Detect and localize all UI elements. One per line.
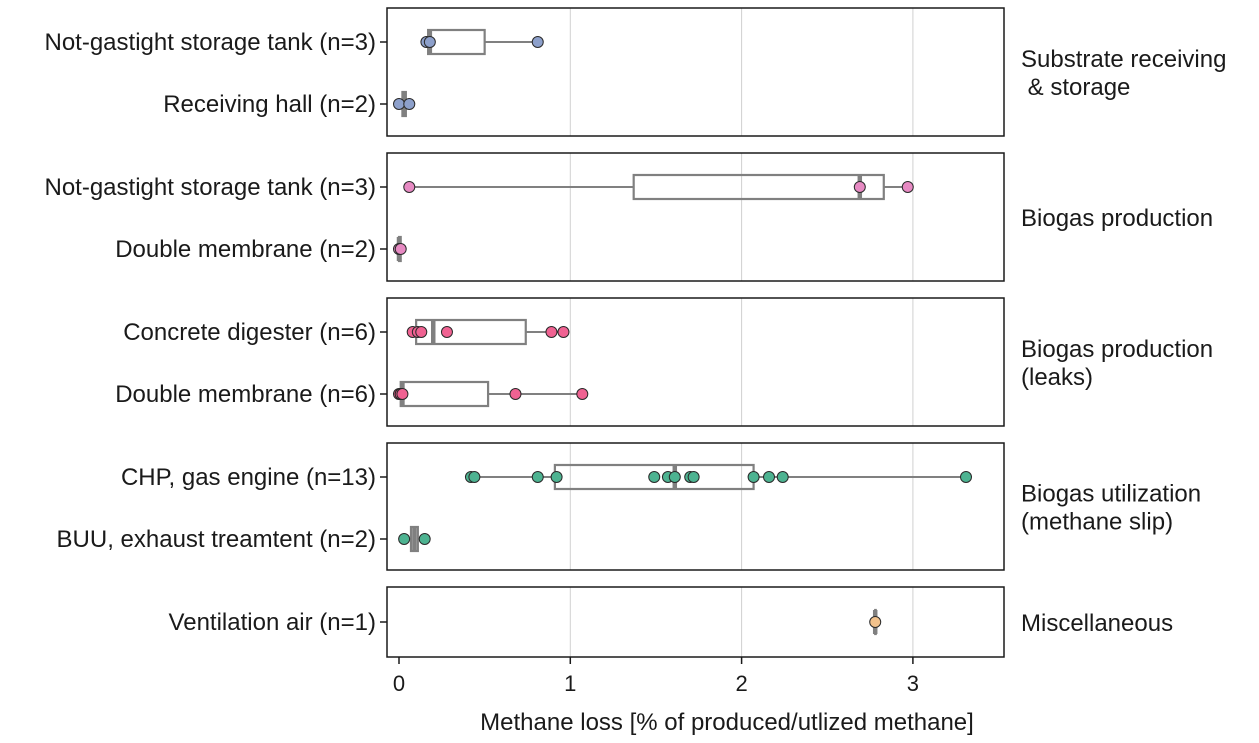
x-tick-label: 2 [735, 671, 747, 696]
category-label: CHP, gas engine (n=13) [121, 464, 376, 491]
data-point [668, 471, 681, 483]
panel-3: Concrete digester (n=6) Double membrane (… [115, 297, 1213, 427]
data-point [418, 533, 431, 545]
panel-frame [386, 442, 1005, 571]
category-label: Not-gastight storage tank (n=3) [44, 29, 376, 56]
category-label: Double membrane (n=2) [115, 236, 376, 263]
data-point [398, 533, 411, 545]
panel-2: Not-gastight storage tank (n=3) Double me… [44, 152, 1213, 282]
box [399, 380, 490, 408]
data-point [415, 326, 428, 338]
box-row: Not-gastight storage tank (n=3) [44, 28, 544, 56]
data-point [468, 471, 481, 483]
data-point [423, 36, 436, 48]
box-row: Ventilation air (n=1) [169, 608, 882, 636]
data-point [869, 616, 882, 628]
group-label: Biogas utilization (methane slip) [1021, 481, 1201, 536]
panel-frame [386, 297, 1005, 427]
box-row: Not-gastight storage tank (n=3) [44, 173, 914, 201]
data-point [393, 98, 405, 110]
data-point [396, 388, 409, 400]
x-tick-label: 1 [564, 671, 576, 696]
category-label: Receiving hall (n=2) [163, 91, 376, 118]
data-point [403, 98, 416, 110]
data-point [576, 388, 589, 400]
panels-layer: Not-gastight storage tank (n=3) Receiving… [44, 7, 1226, 658]
box-row: CHP, gas engine (n=13) [121, 463, 973, 491]
data-point [403, 181, 416, 193]
data-point [648, 471, 661, 483]
category-label: Concrete digester (n=6) [123, 319, 376, 346]
grid-layer [569, 8, 914, 657]
data-point [531, 36, 544, 48]
data-point [763, 471, 776, 483]
data-point [531, 471, 544, 483]
group-label: Substrate receiving & storage [1021, 46, 1226, 101]
group-label: Miscellaneous [1021, 610, 1173, 637]
panel-frame [386, 7, 1005, 137]
group-label: Biogas production (leaks) [1021, 336, 1213, 391]
data-point [687, 471, 700, 483]
data-point [557, 326, 570, 338]
x-tick-label: 0 [393, 671, 405, 696]
panel-frame [386, 586, 1005, 658]
category-label: Double membrane (n=6) [115, 381, 376, 408]
data-point [853, 181, 866, 193]
data-point [747, 471, 760, 483]
box [632, 173, 885, 201]
data-point [440, 326, 453, 338]
category-label: BUU, exhaust treamtent (n=2) [57, 526, 376, 553]
data-point [509, 388, 522, 400]
data-point [394, 243, 407, 255]
x-axis-title: Methane loss [% of produced/utlized meth… [480, 709, 974, 736]
box [427, 28, 486, 56]
panel-1: Not-gastight storage tank (n=3) Receiving… [44, 7, 1226, 137]
box-row: Receiving hall (n=2) [163, 90, 416, 118]
box-row: Concrete digester (n=6) [123, 318, 570, 346]
box-row: BUU, exhaust treamtent (n=2) [57, 525, 431, 553]
panel-4: CHP, gas engine (n=13) BUU, exhaust tream… [57, 442, 1201, 571]
category-label: Ventilation air (n=1) [169, 609, 376, 636]
x-tick-label: 3 [907, 671, 919, 696]
group-label: Biogas production [1021, 205, 1213, 232]
data-point [960, 471, 973, 483]
data-point [545, 326, 558, 338]
data-point [901, 181, 914, 193]
panel-frame [386, 152, 1005, 282]
panel-5: Ventilation air (n=1) Miscellaneous [169, 586, 1173, 658]
data-point [776, 471, 789, 483]
box-row: Double membrane (n=2) [115, 235, 407, 263]
x-axis: 0 1 2 3 [393, 657, 919, 696]
category-label: Not-gastight storage tank (n=3) [44, 174, 376, 201]
box-row: Double membrane (n=6) [115, 380, 589, 408]
data-point [550, 471, 563, 483]
